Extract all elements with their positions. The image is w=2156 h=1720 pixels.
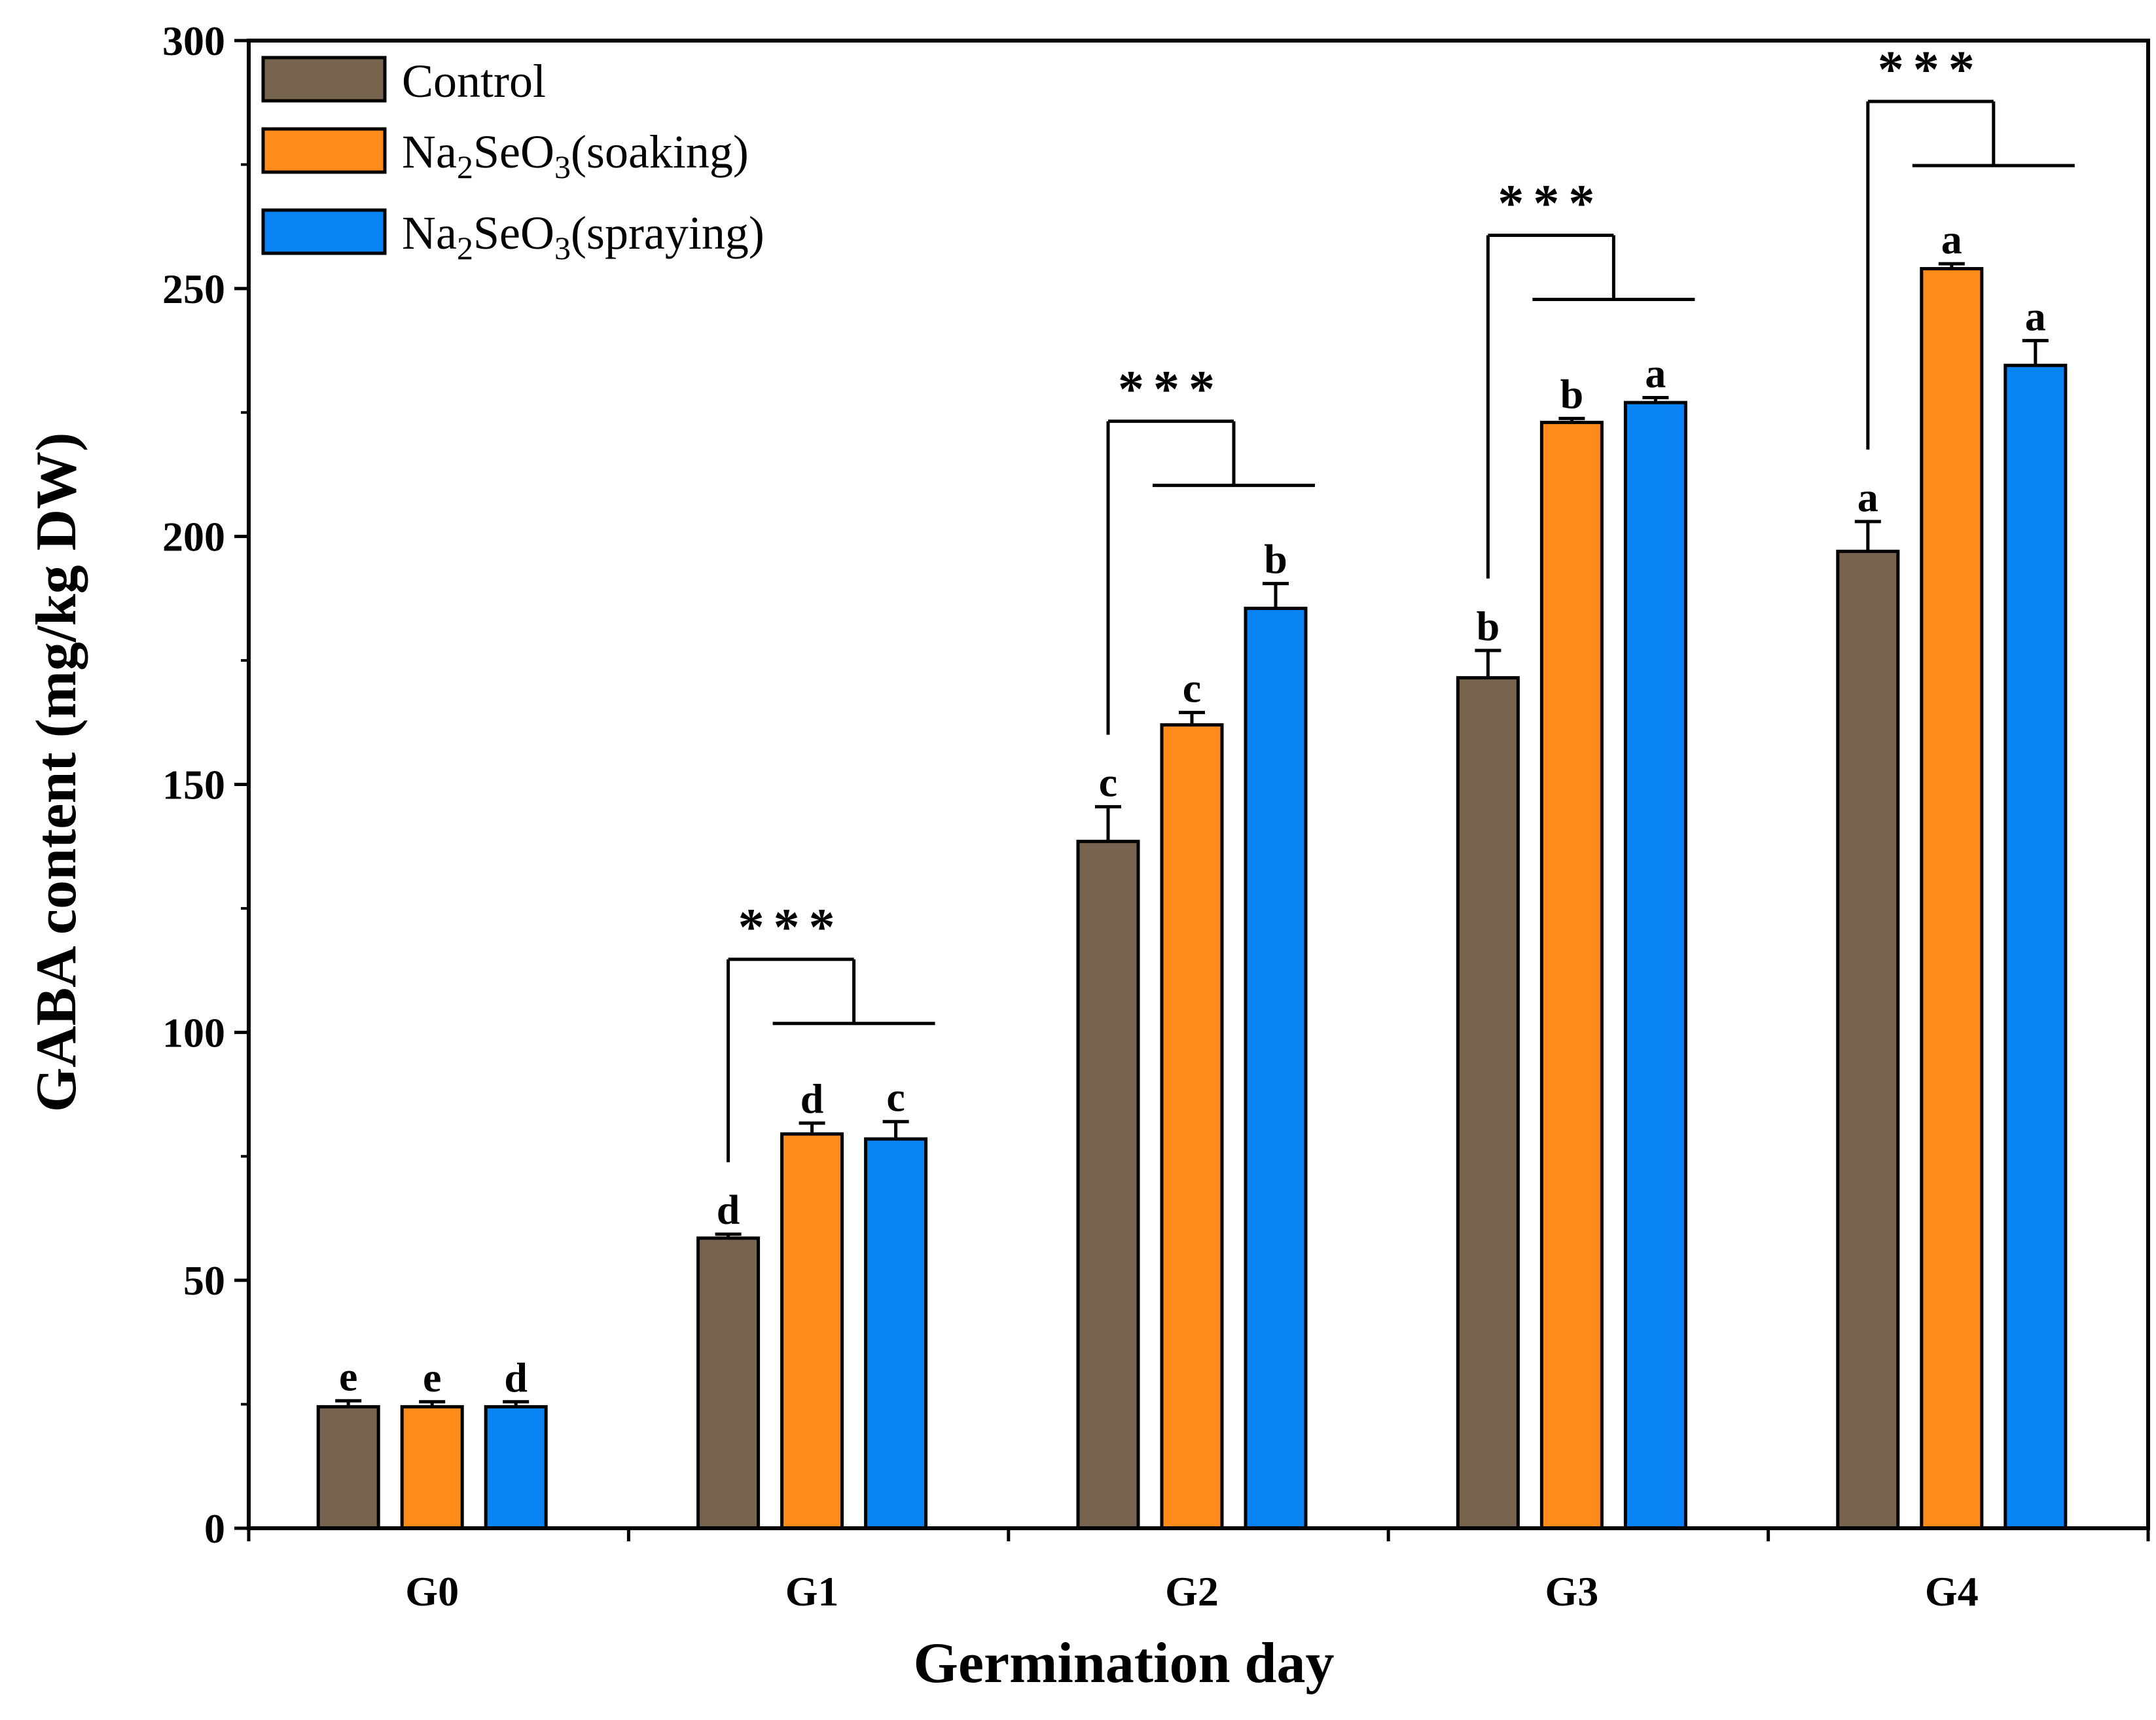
legend-swatch-soaking <box>261 127 387 174</box>
x-tick-label-g2: G2 <box>1165 1568 1219 1615</box>
bar-g2-series-1 <box>1160 723 1224 1530</box>
significance-letter: c <box>1183 665 1201 711</box>
bar-g0-series-1 <box>400 1405 464 1530</box>
bar-g4-series-2 <box>2003 363 2068 1530</box>
significance-bracket-g2: *** <box>1106 361 1315 735</box>
y-tick-label: 100 <box>162 1009 225 1056</box>
bar-g3-series-0 <box>1456 676 1520 1530</box>
significance-letter: b <box>1477 603 1500 649</box>
y-axis-title: GABA content (mg/kg DW) <box>25 433 88 1113</box>
significance-stars: *** <box>1878 41 1984 99</box>
plot-area: e d c b a e d c b a d c b a a *** *** *** *** <box>316 41 2075 1530</box>
significance-letter: b <box>1560 370 1584 417</box>
significance-letter: d <box>717 1187 740 1233</box>
legend-swatch-spraying <box>261 208 387 255</box>
significance-letter: e <box>423 1354 441 1401</box>
significance-letter: a <box>2025 293 2046 339</box>
significance-stars: *** <box>738 899 844 957</box>
significance-stars: *** <box>1498 175 1604 233</box>
bar-g3-series-2 <box>1623 401 1687 1530</box>
significance-letter: a <box>1941 216 1962 262</box>
y-tick-label: 200 <box>162 514 225 560</box>
significance-letter: a <box>1645 350 1666 397</box>
x-tick-label-g4: G4 <box>1925 1568 1979 1615</box>
y-tick-label: 0 <box>204 1505 225 1552</box>
y-tick-label: 250 <box>162 266 225 312</box>
legend: Control Na2SeO3(soaking) Na2SeO3(sprayin… <box>261 55 764 266</box>
x-axis-title: Germination day <box>914 1632 1335 1695</box>
x-tick-label-g0: G0 <box>405 1568 459 1615</box>
bar-g4-series-1 <box>1920 267 1984 1530</box>
significance-letter: c <box>886 1074 905 1120</box>
significance-letter: d <box>504 1354 528 1401</box>
significance-letter: d <box>800 1075 824 1122</box>
bar-g2-series-2 <box>1244 607 1308 1530</box>
significance-bracket-g3: *** <box>1486 175 1695 579</box>
significance-letter: e <box>339 1353 357 1399</box>
bar-g2-series-0 <box>1076 840 1140 1530</box>
bar-g1-series-2 <box>864 1137 928 1530</box>
x-tick-label-g3: G3 <box>1545 1568 1599 1615</box>
bar-g1-series-1 <box>780 1132 844 1530</box>
legend-swatch-control <box>261 56 387 103</box>
x-tick-label-g1: G1 <box>785 1568 839 1615</box>
bar-g4-series-0 <box>1836 549 1900 1530</box>
y-tick-label: 300 <box>162 18 225 64</box>
significance-bracket-g1: *** <box>727 899 935 1162</box>
bar-g1-series-0 <box>696 1236 761 1530</box>
y-tick-label: 50 <box>183 1257 225 1304</box>
legend-label-soaking: Na2SeO3(soaking) <box>402 126 749 185</box>
axes: 0 50 100 150 200 250 300 G0 G1 G2 G3 G4 <box>162 18 2150 1615</box>
significance-bracket-g4: *** <box>1866 41 2075 450</box>
bar-g0-series-2 <box>484 1405 548 1530</box>
legend-label-control: Control <box>402 55 546 107</box>
bar-g3-series-1 <box>1539 420 1604 1530</box>
significance-stars: *** <box>1118 361 1224 419</box>
legend-label-spraying: Na2SeO3(spraying) <box>402 207 764 266</box>
significance-letter: b <box>1264 536 1287 582</box>
bar-g0-series-0 <box>316 1405 380 1530</box>
significance-letter: a <box>1858 474 1878 520</box>
significance-letter: c <box>1099 759 1117 806</box>
y-tick-label: 150 <box>162 762 225 808</box>
